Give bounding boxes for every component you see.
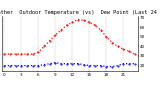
Title: Milwaukee Weather  Outdoor Temperature (vs)  Dew Point (Last 24 Hours): Milwaukee Weather Outdoor Temperature (v… (0, 10, 160, 15)
